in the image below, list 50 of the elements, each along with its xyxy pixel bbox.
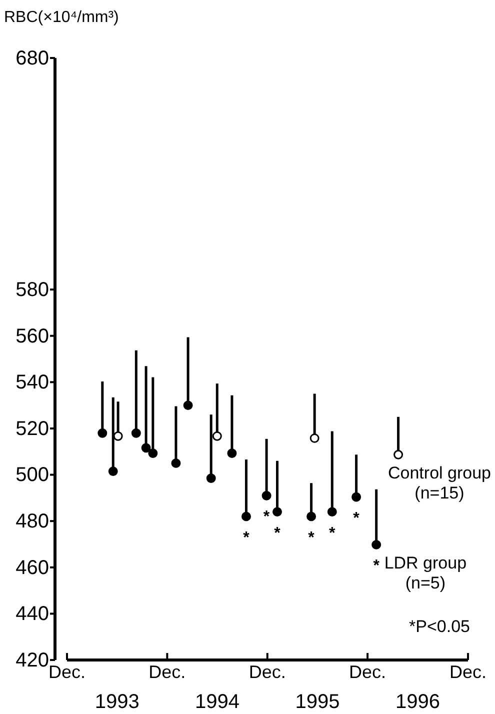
annotation: * bbox=[329, 524, 336, 542]
point bbox=[272, 507, 282, 517]
y-tick-label: 560 bbox=[16, 325, 49, 348]
point bbox=[171, 458, 181, 468]
point bbox=[227, 448, 237, 458]
point bbox=[262, 490, 272, 500]
point bbox=[131, 428, 141, 438]
point bbox=[206, 474, 216, 483]
y-tick-label: 460 bbox=[16, 556, 49, 579]
point bbox=[212, 431, 222, 441]
point bbox=[108, 466, 118, 476]
point bbox=[183, 400, 193, 410]
y-tick-label: 520 bbox=[16, 418, 49, 440]
x-tick-label: Dec. bbox=[248, 662, 286, 682]
point bbox=[310, 433, 320, 443]
annotation: * bbox=[308, 529, 316, 546]
y-tick-label: 580 bbox=[16, 278, 49, 301]
x-tick-label: Dec. bbox=[148, 662, 186, 682]
y-tick-label: 480 bbox=[16, 510, 49, 532]
point bbox=[372, 540, 382, 550]
annotation: * bbox=[263, 508, 270, 526]
y-tick-label: 440 bbox=[16, 603, 49, 626]
y-tick-label: 420 bbox=[16, 649, 49, 672]
annotation: * bbox=[353, 510, 360, 527]
point bbox=[352, 492, 362, 502]
point bbox=[141, 443, 151, 453]
point bbox=[98, 428, 108, 438]
text: 1996 bbox=[396, 691, 440, 713]
y-tick-label: 540 bbox=[16, 372, 49, 394]
text: 1995 bbox=[295, 691, 340, 713]
text: 1993 bbox=[94, 691, 140, 713]
annotation: *P<0.05 bbox=[409, 617, 470, 636]
point bbox=[327, 507, 337, 517]
x-tick-label: Dec. bbox=[349, 662, 386, 682]
series-label: LDR group (n=5) bbox=[384, 554, 467, 593]
text: 1994 bbox=[195, 691, 240, 713]
point bbox=[148, 448, 158, 458]
y-axis-title: RBC(×10⁴/mm³) bbox=[4, 9, 119, 26]
series-label: Control group (n=15) bbox=[388, 464, 491, 503]
annotation: * bbox=[243, 529, 250, 546]
point bbox=[113, 431, 123, 441]
x-tick-label: Dec. bbox=[449, 662, 487, 682]
point bbox=[306, 512, 316, 522]
annotation: * bbox=[274, 524, 282, 542]
y-tick-label: 500 bbox=[16, 464, 49, 486]
x-tick-label: Dec. bbox=[48, 662, 86, 682]
annotation: * bbox=[373, 558, 380, 575]
point bbox=[241, 512, 251, 522]
y-tick-label: 680 bbox=[16, 47, 49, 70]
point bbox=[394, 450, 404, 460]
